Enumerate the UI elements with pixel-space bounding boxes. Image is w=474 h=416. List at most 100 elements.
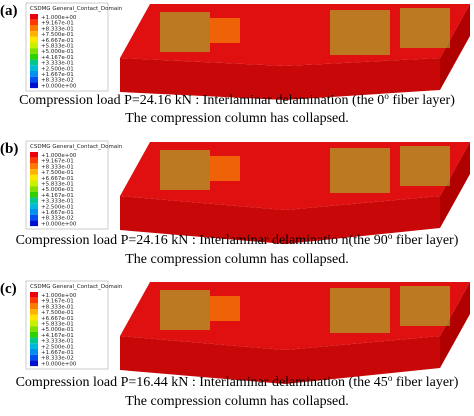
legend-title: CSDMG General_Contact_Domain	[30, 284, 123, 290]
caption-line: Compression load P=16.44 kN : Interlamin…	[16, 373, 459, 390]
legend-value: +0.000e+00	[41, 361, 77, 367]
legend-value: +3.333e-01	[41, 61, 74, 67]
legend-swatch	[30, 157, 38, 164]
legend-swatch	[30, 343, 38, 349]
legend-value: +6.667e-01	[41, 316, 74, 322]
legend-value: +4.167e-01	[41, 55, 74, 61]
legend-swatch	[30, 36, 38, 43]
legend-swatch	[30, 53, 38, 60]
legend-swatch	[30, 48, 38, 54]
damage-patch	[210, 18, 240, 43]
panel: CSDMG General_Contact_Domain +1.000e+00+9…	[0, 140, 470, 244]
block-front	[120, 196, 440, 244]
legend-swatch	[30, 320, 38, 327]
legend-value: +8.333e-01	[41, 26, 74, 32]
legend-value: +2.500e-01	[41, 204, 74, 210]
legend-swatch	[30, 180, 38, 187]
caption-text: fiber layer)	[389, 93, 455, 108]
legend-value: +8.333e-02	[41, 78, 74, 84]
legend-swatch	[30, 314, 38, 321]
legend-value: +6.667e-01	[41, 176, 74, 182]
legend-swatch	[30, 331, 38, 338]
legend-swatch	[30, 82, 38, 89]
legend-swatch	[30, 76, 38, 83]
panel-label: (b)	[0, 141, 18, 157]
legend-swatch	[30, 59, 38, 66]
legend-value: +0.000e+00	[41, 221, 77, 227]
legend-value: +8.333e-01	[41, 164, 74, 170]
legend-value: +5.833e-01	[41, 182, 74, 188]
legend-value: +1.667e-01	[41, 350, 74, 356]
legend-swatch	[30, 209, 38, 215]
caption-line: Compression load P=24.16 kN : Interlamin…	[16, 231, 459, 248]
damage-patch	[400, 146, 450, 186]
damage-patch	[400, 286, 450, 326]
legend-value: +5.000e-01	[41, 49, 74, 55]
legend-value: +9.167e-01	[41, 159, 74, 165]
legend-value: +7.500e-01	[41, 170, 74, 176]
legend-swatch	[30, 214, 38, 221]
block-front	[120, 58, 440, 100]
damage-patch	[330, 288, 390, 333]
damage-patch	[210, 156, 240, 181]
panel-label: (a)	[0, 3, 18, 19]
legend-swatch	[30, 42, 38, 49]
caption-superscript: o	[388, 373, 393, 383]
damage-patch	[400, 8, 450, 48]
caption-line: Compression load P=24.16 kN : Interlamin…	[19, 91, 455, 108]
legend-swatch	[30, 292, 38, 298]
damage-patch	[160, 12, 210, 52]
damage-patch	[160, 290, 210, 330]
legend-swatch	[30, 220, 38, 227]
legend-swatch	[30, 163, 38, 170]
legend-value: +1.667e-01	[41, 210, 74, 216]
block-side	[440, 282, 470, 368]
legend-value: +1.667e-01	[41, 72, 74, 78]
legend-swatch	[30, 303, 38, 310]
legend-value: +1.000e+00	[41, 15, 77, 21]
block-front	[120, 336, 440, 384]
legend-title: CSDMG General_Contact_Domain	[30, 6, 123, 12]
caption-line: The compression column has collapsed.	[125, 252, 349, 267]
caption-line: The compression column has collapsed.	[125, 111, 349, 126]
legend-value: +0.000e+00	[41, 83, 77, 89]
legend-value: +1.000e+00	[41, 293, 77, 299]
caption-superscript: o	[384, 91, 389, 101]
panel: CSDMG General_Contact_Domain +1.000e+00+9…	[0, 2, 470, 100]
panel-label: (c)	[0, 281, 17, 297]
legend-swatch	[30, 19, 38, 26]
legend-swatch	[30, 197, 38, 204]
legend-swatch	[30, 152, 38, 158]
legend-swatch	[30, 191, 38, 198]
legend-swatch	[30, 169, 38, 175]
legend-swatch	[30, 354, 38, 361]
legend-swatch	[30, 31, 38, 37]
caption-text: Compression load P=24.16 kN : Interlamin…	[16, 233, 388, 248]
caption-text: Compression load P=16.44 kN : Interlamin…	[16, 375, 388, 390]
legend-value: +8.333e-01	[41, 304, 74, 310]
legend-value: +7.500e-01	[41, 310, 74, 316]
legend-value: +4.167e-01	[41, 333, 74, 339]
block-side	[440, 4, 470, 90]
legend-value: +8.333e-02	[41, 356, 74, 362]
damage-patch	[330, 148, 390, 193]
legend-swatch	[30, 65, 38, 71]
legend-box	[25, 280, 109, 370]
caption-superscript: o	[388, 231, 393, 241]
panel: CSDMG General_Contact_Domain +1.000e+00+9…	[0, 280, 470, 384]
caption-text: Compression load P=24.16 kN : Interlamin…	[19, 93, 384, 108]
legend-box	[25, 2, 109, 92]
legend-value: +9.167e-01	[41, 21, 74, 27]
legend-value: +4.167e-01	[41, 193, 74, 199]
legend-value: +5.833e-01	[41, 322, 74, 328]
caption-text: fiber layer)	[392, 375, 458, 390]
legend-swatch	[30, 203, 38, 209]
legend-value: +3.333e-01	[41, 339, 74, 345]
caption-text: fiber layer)	[392, 233, 458, 248]
legend-value: +2.500e-01	[41, 344, 74, 350]
legend-swatch	[30, 360, 38, 367]
legend-swatch	[30, 297, 38, 304]
legend-value: +9.167e-01	[41, 299, 74, 305]
legend-swatch	[30, 174, 38, 181]
